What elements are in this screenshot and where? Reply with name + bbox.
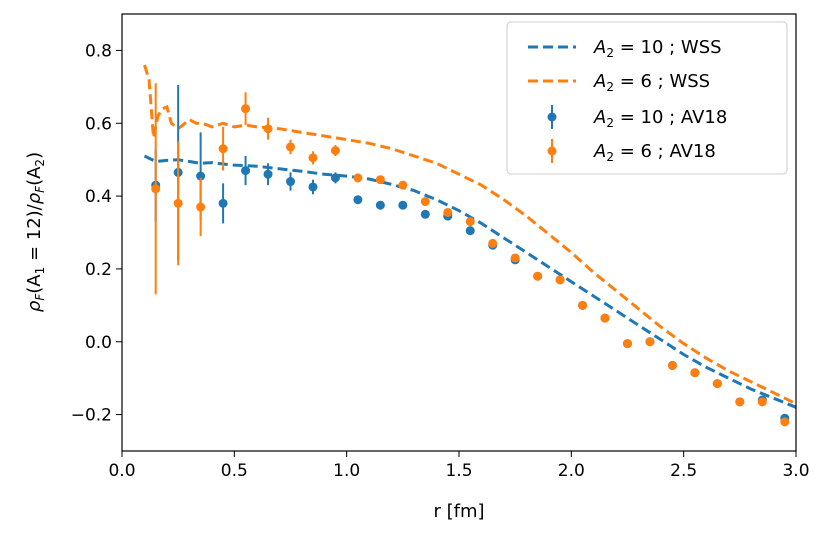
data-point <box>308 153 318 163</box>
legend-marker-av18-a6 <box>547 146 557 156</box>
data-point <box>353 173 363 183</box>
data-point <box>330 146 340 156</box>
data-point <box>780 417 790 427</box>
data-point <box>241 166 251 176</box>
data-point <box>196 202 206 212</box>
y-tick-label: 0.6 <box>85 114 112 134</box>
legend-box <box>506 21 788 175</box>
data-point <box>510 253 520 263</box>
data-point <box>330 173 340 183</box>
data-point <box>151 184 161 194</box>
y-tick-label: 0.8 <box>85 41 112 61</box>
data-point <box>600 313 610 323</box>
data-point <box>196 171 206 181</box>
x-tick-label: 2.5 <box>670 461 697 481</box>
y-tick-label: 0.4 <box>85 187 112 207</box>
y-tick-label: 0.2 <box>85 260 112 280</box>
data-point <box>465 217 475 227</box>
legend-marker-av18-a10 <box>547 112 557 122</box>
data-point <box>420 197 430 207</box>
legend: A2 = 10 ; WSS A2 = 6 ; WSS A2 = 10 ; AV1… <box>506 21 788 175</box>
legend-label-av18-a6: A2 = 6 ; AV18 <box>593 141 716 164</box>
x-tick-label: 0.5 <box>221 461 248 481</box>
data-point <box>578 300 588 310</box>
data-point <box>712 379 722 389</box>
data-point <box>263 169 273 179</box>
data-point <box>555 275 565 285</box>
data-point <box>218 144 228 154</box>
data-point <box>690 368 700 378</box>
data-point <box>420 209 430 219</box>
legend-label-wss-a6: A2 = 6 ; WSS <box>593 71 710 94</box>
y-tick-label: 0.0 <box>85 333 112 353</box>
y-axis-label: ρF(A1 = 12)/ρF(A2) <box>24 152 47 312</box>
data-point <box>286 177 295 187</box>
data-point <box>645 337 655 347</box>
data-point <box>353 195 363 205</box>
legend-label-av18-a10: A2 = 10 ; AV18 <box>593 107 727 130</box>
x-axis-label: r [fm] <box>433 501 484 522</box>
y-tick-label: −0.2 <box>71 406 112 426</box>
x-tick-label: 1.0 <box>333 461 360 481</box>
data-point <box>375 175 385 185</box>
data-point <box>533 271 543 281</box>
data-point <box>286 142 295 152</box>
data-point <box>173 198 183 208</box>
x-tick-label: 1.5 <box>445 461 472 481</box>
series-line-0 <box>143 154 796 409</box>
data-point <box>375 200 385 210</box>
data-point <box>735 397 745 407</box>
data-point <box>623 339 632 349</box>
x-tick-label: 0.0 <box>108 461 135 481</box>
data-point <box>308 182 318 192</box>
data-point <box>667 360 677 370</box>
data-point <box>465 226 475 236</box>
data-point <box>443 207 453 217</box>
data-point <box>241 104 251 114</box>
data-point <box>488 238 498 248</box>
x-tick-label: 2.0 <box>558 461 585 481</box>
data-point <box>218 198 228 208</box>
data-point <box>398 180 408 190</box>
data-point <box>757 397 767 407</box>
data-point <box>263 124 273 134</box>
data-point <box>398 200 408 210</box>
x-tick-label: 3.0 <box>782 461 809 481</box>
legend-label-wss-a10: A2 = 10 ; WSS <box>593 37 722 60</box>
series-line-1 <box>143 64 796 406</box>
